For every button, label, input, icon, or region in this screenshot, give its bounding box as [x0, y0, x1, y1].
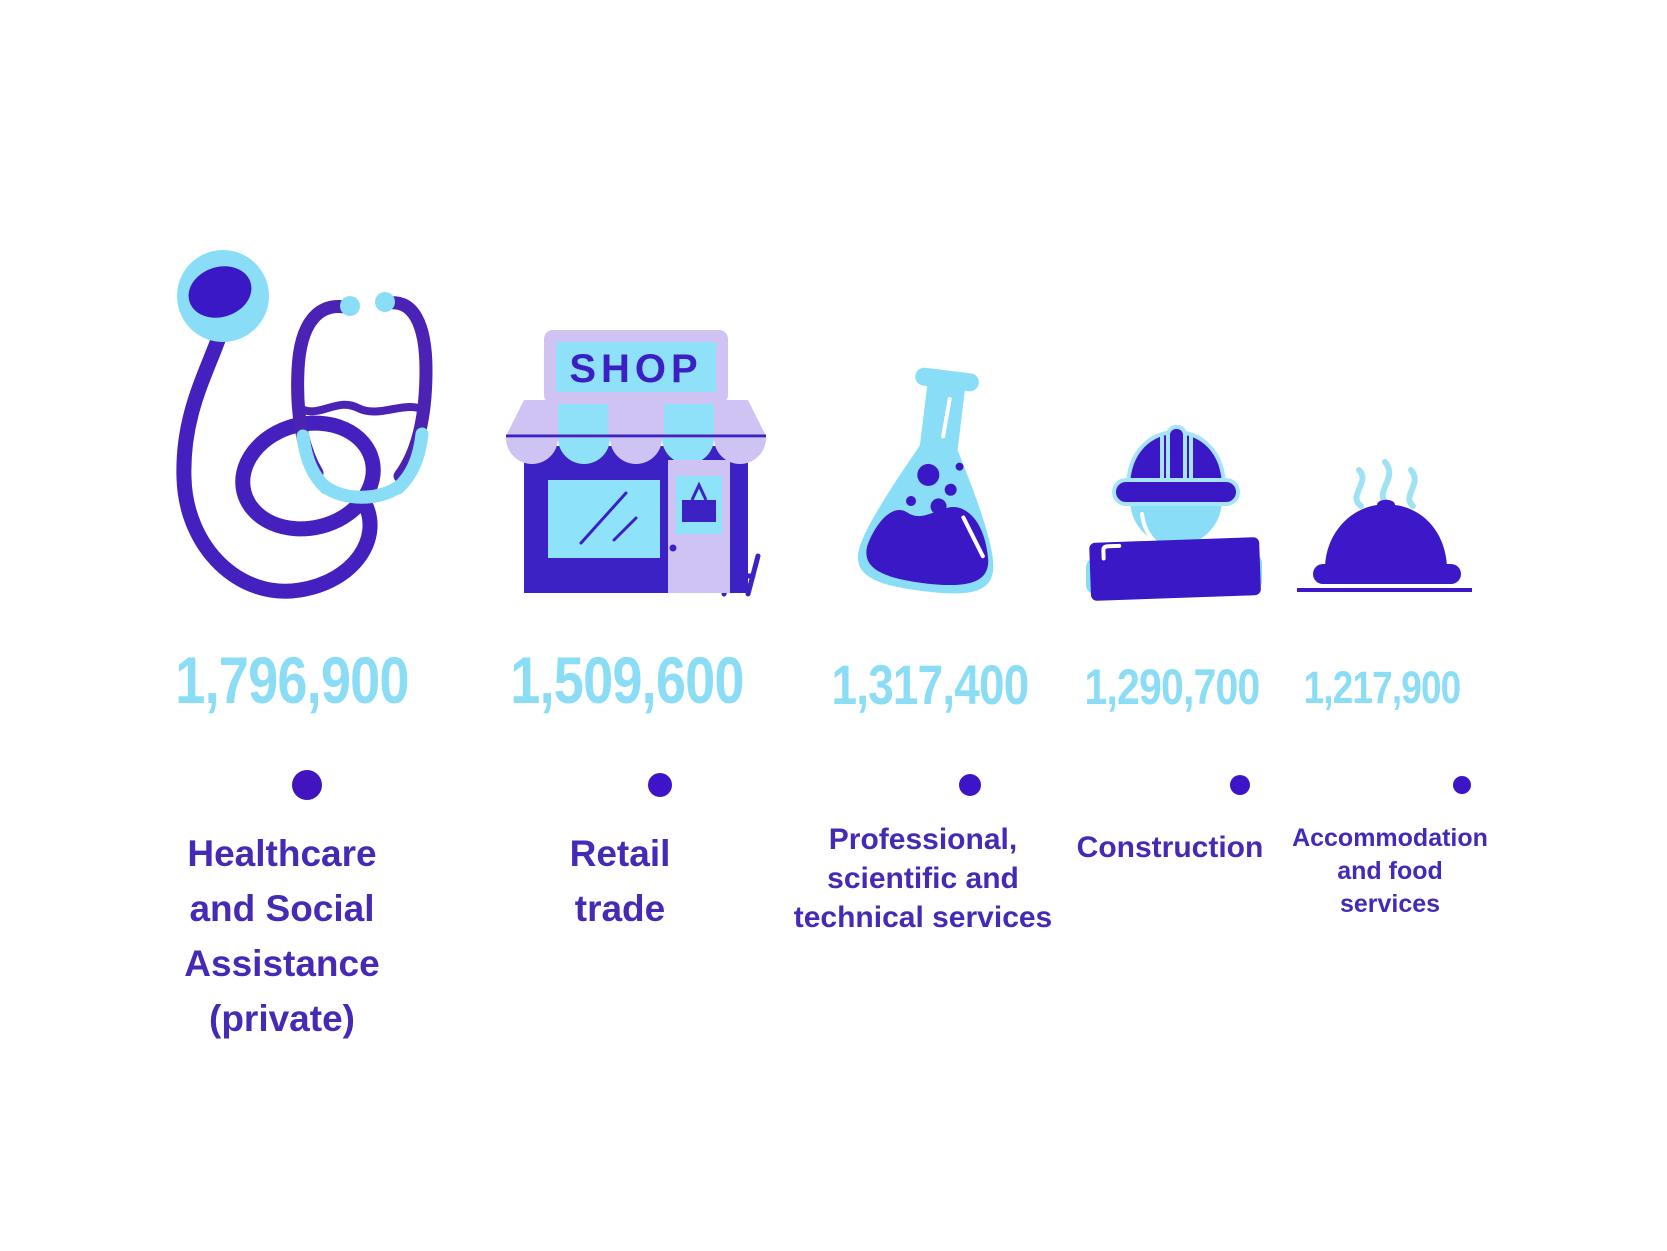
value-accommodation: 1,217,900: [1303, 662, 1462, 713]
timeline-dot-professional: [959, 774, 981, 796]
value-retail: 1,509,600: [510, 643, 744, 717]
value-professional: 1,317,400: [831, 653, 1030, 716]
label-professional: Professional, scientific and technical s…: [793, 823, 1053, 934]
value-construction: 1,290,700: [1084, 659, 1260, 715]
timeline-dot-construction: [1230, 775, 1250, 795]
shop-sign-text: SHOP: [569, 347, 702, 391]
flask-icon: [858, 367, 994, 594]
label-healthcare: Healthcare and Social Assistance (privat…: [184, 833, 380, 1039]
construction-worker-icon: [1086, 425, 1262, 601]
label-construction: Construction: [1076, 831, 1264, 864]
timeline-dot-accommodation: [1453, 776, 1471, 794]
value-healthcare: 1,796,900: [175, 643, 409, 717]
timeline-dot-retail: [648, 773, 672, 797]
stethoscope-icon: [176, 250, 433, 599]
food-cloche-icon: [1297, 459, 1472, 592]
timeline-axis: [292, 770, 1471, 800]
label-accommodation: Accommodation and food services: [1292, 824, 1488, 918]
timeline-dot-healthcare: [292, 770, 322, 800]
shop-icon: SHOP: [506, 330, 766, 597]
label-retail: Retail trade: [569, 833, 671, 929]
